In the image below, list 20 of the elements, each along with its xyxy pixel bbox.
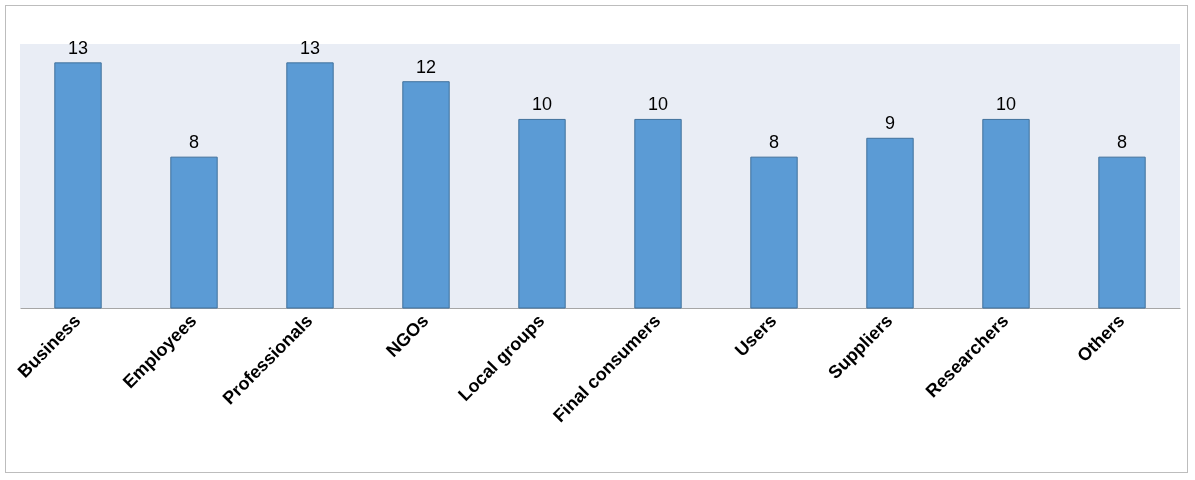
bar	[634, 118, 682, 309]
data-label: 13	[67, 37, 89, 58]
data-label: 10	[531, 94, 553, 115]
data-label: 12	[415, 56, 437, 77]
bar	[1098, 156, 1146, 309]
data-label: 10	[995, 94, 1017, 115]
bar	[866, 137, 914, 309]
data-label: 8	[1116, 132, 1128, 153]
data-label: 8	[768, 132, 780, 153]
data-label: 9	[884, 113, 896, 134]
data-label: 13	[299, 37, 321, 58]
bar	[54, 62, 102, 309]
data-label: 8	[188, 132, 200, 153]
bar	[982, 118, 1030, 309]
bar	[286, 62, 334, 309]
bar	[518, 118, 566, 309]
bar	[170, 156, 218, 309]
bar	[402, 81, 450, 309]
bar	[750, 156, 798, 309]
data-label: 10	[647, 94, 669, 115]
